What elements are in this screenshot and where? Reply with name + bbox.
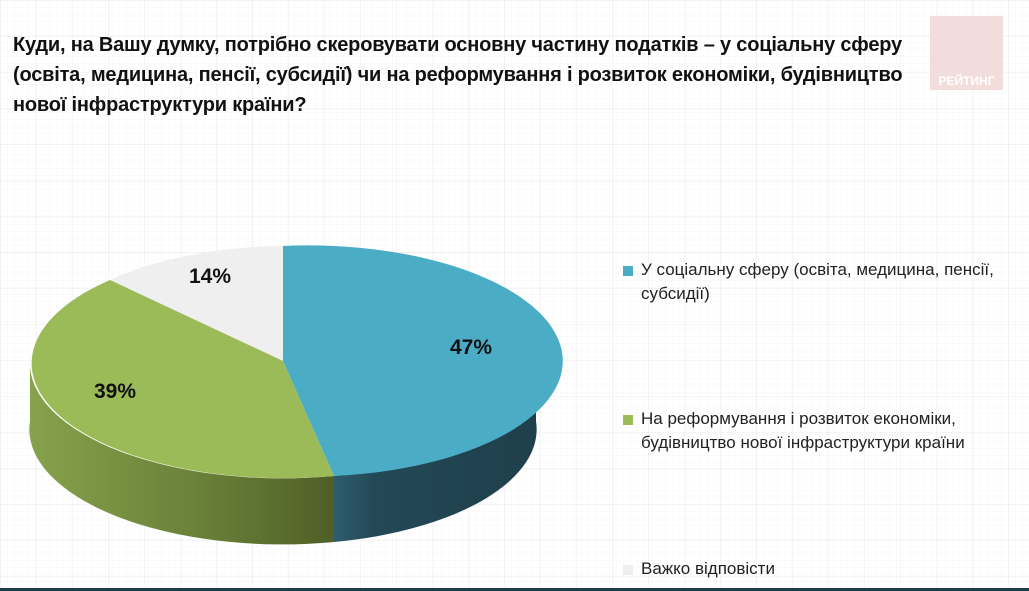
legend-item-economy: На реформування і розвиток економіки, бу…	[623, 407, 1021, 455]
label-economy: 39%	[93, 380, 137, 403]
rating-logo: РЕЙТИНГ	[930, 16, 1003, 90]
pie-side-social	[334, 361, 537, 542]
chart-title: Куди, на Вашу думку, потрібно скеровуват…	[13, 34, 903, 116]
label-social: 47%	[449, 336, 493, 359]
pie-slice-economy	[31, 280, 334, 479]
pie-side-economy	[29, 361, 334, 545]
legend-swatch-hard	[623, 565, 633, 575]
label-hard: 14%	[188, 265, 232, 288]
pie-slice-social	[283, 245, 563, 476]
pie-slice-hard	[110, 246, 283, 361]
legend-label: Важко відповісти	[641, 559, 775, 578]
legend-item-hard: Важко відповісти	[623, 557, 1021, 581]
legend-item-social: У соціальну сферу (освіта, медицина, пен…	[623, 258, 1021, 306]
legend-swatch-social	[623, 266, 633, 276]
logo-text: РЕЙТИНГ	[938, 74, 995, 88]
legend-label: На реформування і розвиток економіки, бу…	[641, 409, 965, 452]
legend-swatch-economy	[623, 415, 633, 425]
bottom-bar	[0, 588, 1029, 591]
legend-label: У соціальну сферу (освіта, медицина, пен…	[641, 260, 994, 303]
